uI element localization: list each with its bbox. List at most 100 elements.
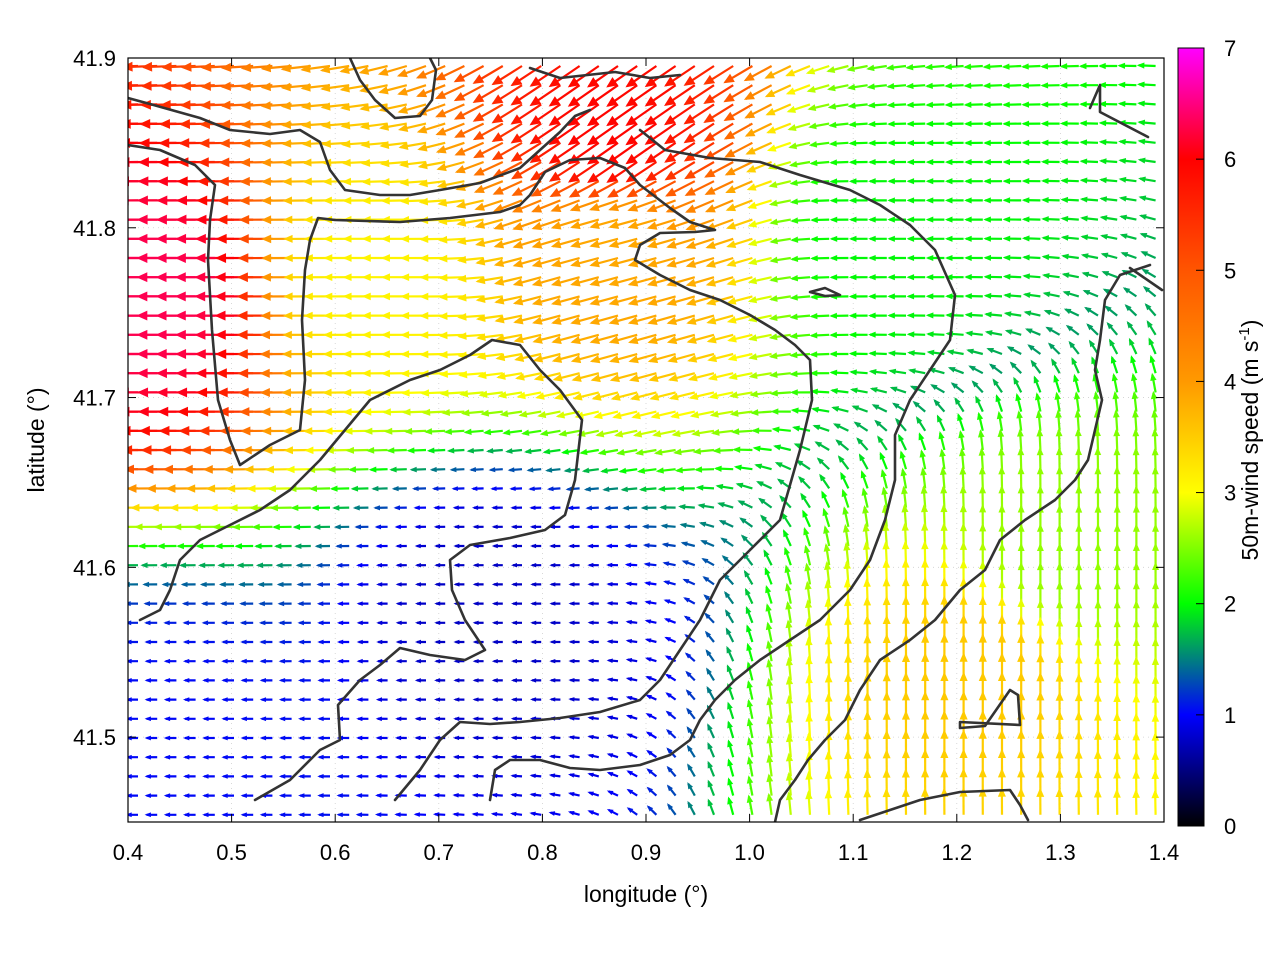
wind-vector — [683, 65, 715, 86]
coastline-contours — [128, 58, 1164, 822]
wind-vector — [809, 351, 830, 358]
wind-vector — [397, 84, 427, 96]
wind-vector — [986, 347, 1003, 356]
wind-vector — [646, 749, 658, 759]
wind-vector — [1021, 197, 1041, 204]
wind-vector — [1140, 251, 1157, 260]
wind-vector — [790, 255, 811, 263]
wind-vector — [765, 621, 773, 643]
wind-vector — [451, 486, 465, 491]
wind-vector — [459, 390, 484, 398]
wind-vector — [414, 754, 427, 760]
wind-vector — [163, 658, 177, 664]
wind-vector — [513, 314, 542, 325]
wind-vector — [549, 543, 561, 549]
wind-vector — [182, 658, 196, 664]
wind-vector — [162, 601, 177, 607]
wind-vector — [434, 582, 446, 587]
wind-vector — [1075, 561, 1083, 585]
wind-vector — [128, 697, 139, 702]
wind-vector — [648, 372, 676, 383]
wind-vector — [172, 523, 196, 531]
wind-vector — [1138, 195, 1156, 202]
wind-vector — [647, 352, 676, 364]
wind-vector — [766, 677, 774, 700]
wind-vector — [637, 467, 657, 474]
wind-vector — [455, 199, 484, 209]
wind-vector — [1088, 339, 1099, 355]
wind-vector — [1152, 523, 1160, 547]
wind-vector — [411, 486, 427, 492]
wind-vector — [848, 140, 868, 147]
wind-vector — [723, 65, 753, 84]
wind-vector — [954, 397, 965, 413]
wind-vector — [454, 141, 485, 156]
wind-vector — [474, 218, 504, 229]
wind-vector — [646, 199, 676, 213]
wind-vector — [376, 582, 388, 587]
wind-vector — [768, 180, 792, 189]
x-tick-label: 0.9 — [631, 840, 662, 865]
wind-vector — [727, 352, 753, 362]
wind-vector — [1136, 62, 1156, 69]
wind-vector — [785, 694, 794, 719]
wind-vector — [829, 369, 849, 376]
wind-vector — [589, 237, 619, 249]
wind-vector — [682, 578, 696, 586]
wind-vector — [163, 774, 177, 779]
wind-vector — [689, 410, 715, 419]
wind-vector — [887, 350, 907, 357]
wind-vector — [906, 293, 926, 300]
wind-vector — [568, 620, 580, 625]
wind-vector — [925, 159, 945, 166]
wind-vector — [512, 256, 542, 268]
wind-vector — [128, 581, 139, 588]
wind-vector — [657, 485, 676, 492]
wind-vector — [1055, 446, 1063, 470]
coastline-small-island — [958, 688, 1022, 730]
wind-vector — [685, 237, 715, 250]
wind-vector — [643, 562, 657, 567]
wind-vector — [437, 198, 465, 207]
coastline-east-cape — [488, 128, 957, 802]
wind-vector — [726, 237, 753, 249]
wind-vector — [570, 314, 600, 325]
wind-vector — [645, 713, 657, 720]
wind-vector — [1098, 158, 1118, 165]
wind-vector — [706, 686, 715, 701]
wind-vector — [906, 254, 926, 262]
wind-vector — [336, 678, 350, 683]
wind-vector — [144, 716, 158, 722]
wind-vector — [163, 639, 177, 645]
wind-vector — [628, 333, 657, 345]
wind-vector — [1094, 427, 1101, 451]
wind-vector — [221, 639, 235, 645]
wind-vector — [848, 293, 868, 300]
wind-vector — [491, 141, 523, 161]
wind-vector — [626, 180, 657, 198]
wind-vector — [395, 601, 407, 606]
wind-vector — [414, 543, 427, 549]
wind-vector — [744, 587, 754, 605]
wind-vector — [373, 505, 388, 511]
wind-vector — [805, 64, 830, 75]
wind-vector — [1060, 139, 1079, 146]
wind-vector — [472, 84, 504, 103]
wind-vector — [747, 276, 772, 285]
wind-vector — [1131, 372, 1138, 393]
wind-vector — [1002, 273, 1022, 280]
wind-vector — [743, 65, 773, 82]
wind-vector — [687, 800, 696, 816]
wind-vector — [606, 677, 619, 683]
wind-vector — [785, 791, 793, 815]
wind-vector — [1132, 788, 1140, 815]
wind-vector — [644, 141, 677, 164]
wind-vector — [983, 235, 1003, 242]
wind-vector — [790, 236, 811, 243]
wind-vector — [606, 581, 619, 587]
wind-vector — [664, 122, 696, 145]
wind-vector — [1094, 561, 1102, 585]
wind-vector — [414, 620, 427, 626]
wind-vector — [144, 812, 158, 818]
